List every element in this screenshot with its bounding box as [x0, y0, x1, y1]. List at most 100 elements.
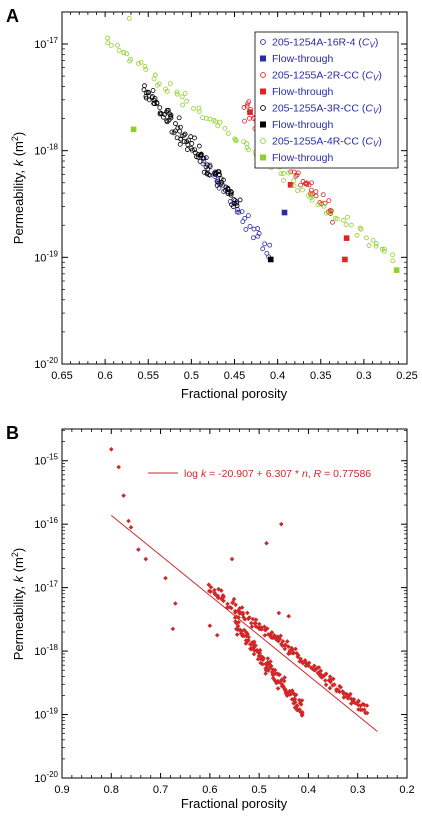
- data-point: [237, 605, 242, 611]
- data-point: [105, 35, 111, 41]
- y-tick-label: 10-16: [34, 516, 58, 531]
- data-point: [356, 699, 361, 704]
- data-point: [116, 48, 122, 53]
- data-point: [281, 678, 287, 684]
- data-point: [229, 605, 234, 611]
- data-point: [286, 613, 292, 619]
- data-point: [319, 675, 325, 680]
- data-point: [281, 685, 286, 690]
- data-point: [245, 101, 250, 107]
- data-point: [249, 646, 254, 652]
- data-point: [185, 142, 191, 148]
- data-point: [121, 50, 127, 56]
- data-point: [354, 232, 360, 238]
- data-point: [334, 688, 339, 694]
- data-point: [239, 605, 245, 610]
- data-point: [255, 226, 261, 231]
- data-point: [208, 584, 214, 590]
- data-point: [174, 91, 180, 97]
- data-point: [196, 143, 202, 149]
- data-point: [236, 209, 242, 215]
- data-point: [182, 91, 188, 96]
- legend-marker: [260, 55, 266, 62]
- data-point: [381, 246, 387, 252]
- data-point: [295, 188, 301, 194]
- data-point: [177, 128, 183, 134]
- data-point: [299, 713, 305, 718]
- data-point: [318, 674, 323, 679]
- data-point: [105, 40, 111, 46]
- data-point: [244, 103, 250, 109]
- data-point: [277, 672, 282, 677]
- data-point: [321, 673, 327, 679]
- panel-b-x-ticks: 0.9 0.8 0.7 0.6 0.5 0.4 0.3 0.2: [54, 429, 415, 796]
- legend-label: Flow-through: [272, 152, 333, 164]
- data-point: [390, 252, 395, 258]
- data-point: [213, 119, 218, 125]
- data-point: [179, 94, 185, 100]
- x-tick-label: 0.5: [251, 784, 266, 796]
- data-point: [286, 651, 291, 657]
- data-point: [265, 632, 271, 637]
- data-point: [291, 690, 296, 696]
- data-point: [247, 115, 252, 121]
- data-point: [265, 656, 271, 661]
- data-point: [256, 231, 262, 236]
- data-point: [196, 109, 202, 114]
- data-point: [126, 518, 131, 524]
- data-point: [311, 663, 317, 669]
- data-point: [108, 447, 114, 452]
- data-point: [195, 152, 201, 157]
- data-point: [343, 222, 349, 227]
- data-point: [277, 680, 283, 685]
- data-point: [293, 646, 298, 652]
- data-point: [116, 464, 121, 470]
- data-point: [253, 620, 258, 626]
- data-point: [180, 102, 186, 108]
- flow-through-point: [287, 182, 294, 188]
- flow-through-point: [393, 267, 400, 273]
- data-point: [261, 655, 266, 661]
- x-tick-label: 0.7: [153, 784, 168, 796]
- data-point: [143, 67, 149, 72]
- data-point: [255, 656, 261, 662]
- panel-b-y-ticks: 10-20 10-19 10-18 10-17 10-16 10-15: [34, 430, 407, 785]
- data-point: [260, 246, 266, 252]
- data-point: [249, 624, 255, 629]
- data-point: [255, 233, 261, 239]
- data-point: [146, 90, 152, 96]
- data-point: [225, 130, 231, 136]
- panel-b-fit-line: [110, 514, 378, 732]
- x-tick-label: 0.6: [97, 370, 112, 382]
- data-point: [282, 675, 287, 680]
- data-point: [287, 688, 293, 694]
- data-point: [171, 130, 177, 136]
- data-point: [157, 111, 163, 117]
- data-point: [245, 213, 251, 219]
- data-point: [192, 135, 197, 141]
- data-point: [291, 183, 297, 189]
- data-point: [330, 219, 335, 225]
- data-point: [214, 593, 219, 598]
- data-point: [267, 242, 273, 248]
- data-point: [174, 89, 180, 95]
- data-point: [124, 51, 130, 57]
- legend-marker: [260, 138, 266, 144]
- data-point: [198, 151, 204, 157]
- x-tick-label: 0.9: [54, 784, 69, 796]
- data-point: [250, 235, 256, 241]
- data-point: [312, 667, 318, 673]
- data-point: [167, 111, 173, 117]
- data-point: [231, 596, 237, 602]
- flow-through-point: [247, 109, 253, 116]
- x-tick-label: 0.55: [138, 370, 159, 382]
- data-point: [163, 575, 168, 581]
- data-point: [207, 623, 213, 629]
- data-point: [292, 699, 298, 705]
- data-point: [242, 215, 248, 221]
- data-point: [308, 192, 314, 198]
- data-point: [348, 691, 353, 697]
- data-point: [268, 659, 273, 664]
- data-point: [221, 177, 226, 183]
- data-point: [214, 632, 220, 638]
